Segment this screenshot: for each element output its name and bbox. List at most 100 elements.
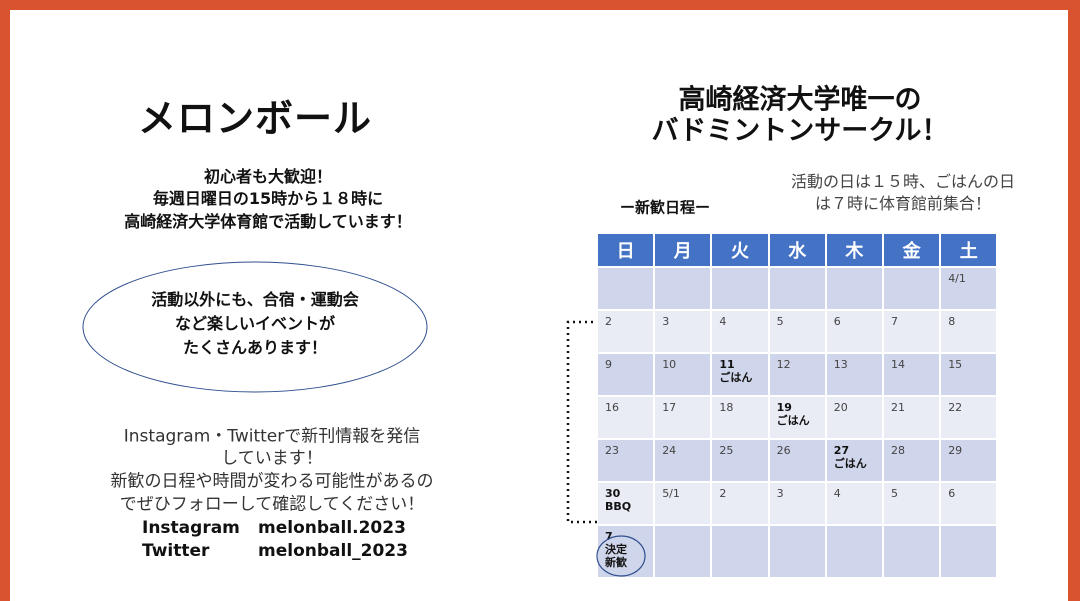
day-number: 22 — [948, 401, 963, 414]
day-number: 18 — [719, 401, 734, 414]
calendar-cell — [712, 526, 768, 577]
day-number: 2 — [605, 315, 612, 328]
calendar-cell: 5 — [884, 483, 940, 524]
calendar-cell: 13 — [826, 354, 882, 395]
calendar-cell: 14 — [884, 354, 940, 395]
day-number: 6 — [833, 315, 841, 328]
calendar-cell: 4 — [712, 311, 768, 352]
note-line: は７時に体育館前集合！ — [814, 194, 992, 213]
event-text: 30 — [605, 487, 621, 500]
calendar-cell: 18 — [712, 397, 768, 438]
calendar-cell: 19 ごはん — [769, 397, 825, 438]
day-number: 5 — [891, 487, 898, 500]
day-number: 24 — [662, 444, 677, 457]
calendar-cell: 2 — [598, 311, 654, 352]
calendar-cell: 10 — [655, 354, 711, 395]
calendar-cell — [712, 268, 768, 309]
calendar-cell: 29 — [941, 440, 997, 481]
day-number: 9 — [605, 358, 612, 371]
intro-line: 初心者も大歓迎！ — [203, 167, 333, 186]
weekday: 火 — [712, 234, 768, 266]
intro-line: 毎週日曜日の15時から１８時に — [152, 189, 384, 208]
calendar-cell: 9 — [598, 354, 654, 395]
calendar-cell — [884, 526, 940, 577]
calendar-cell: 30 BBQ — [598, 483, 654, 524]
calendar-cell: 25 — [712, 440, 768, 481]
calendar-cell: 3 — [655, 311, 711, 352]
weekday: 月 — [655, 234, 711, 266]
calendar-cell — [655, 526, 711, 577]
calendar-cell: 17 — [655, 397, 711, 438]
calendar-cell — [884, 268, 940, 309]
day-number: 3 — [662, 315, 670, 328]
info-line: 新歓の日程や時間が変わる可能性があるの — [110, 471, 434, 492]
day-number: 25 — [719, 444, 734, 457]
day-number: 29 — [948, 444, 963, 457]
calendar-cell: 11 ごはん — [712, 354, 768, 395]
calendar-cell: 15 — [941, 354, 997, 395]
calendar-cell: 5 — [769, 311, 825, 352]
title: メロンボール — [137, 96, 373, 141]
event-text: 11 — [719, 358, 735, 371]
day-number: 20 — [833, 401, 848, 414]
day-number: 26 — [776, 444, 791, 457]
account-service: Twitter — [142, 541, 210, 561]
day-number: 2 — [719, 487, 727, 500]
weekday: 木 — [826, 234, 882, 266]
calendar-cell: 22 — [941, 397, 997, 438]
info-line: Instagram・Twitterで新刊情報を発信 — [123, 426, 421, 447]
calendar-cell: 4 — [826, 483, 882, 524]
heading-line: 高崎経済大学唯一の — [678, 84, 922, 116]
calendar-cell: 27 ごはん — [826, 440, 882, 481]
event-text: ごはん — [719, 371, 753, 384]
bubble-ellipse — [82, 261, 428, 393]
day-number: 15 — [948, 358, 963, 371]
intro-line: 高崎経済大学体育館で活動しています！ — [124, 212, 412, 231]
calendar-cell: 23 — [598, 440, 654, 481]
calendar-cell: 3 — [769, 483, 825, 524]
event-text: 27 — [833, 444, 850, 457]
account-handle: melonball_2023 — [258, 541, 408, 561]
calendar-cell — [769, 268, 825, 309]
calendar-cell: 20 — [826, 397, 882, 438]
bubble-line: など楽しいイベントが — [174, 314, 336, 333]
weekday: 日 — [598, 234, 654, 266]
calendar-cell: 24 — [655, 440, 711, 481]
calendar-cell — [598, 268, 654, 309]
calendar-cell — [826, 268, 882, 309]
day-number: 6 — [948, 487, 956, 500]
day-number: 4/1 — [948, 272, 966, 285]
calendar-cell: 2 — [712, 483, 768, 524]
day-number: 5/1 — [662, 487, 680, 500]
day-number: 12 — [776, 358, 791, 371]
calendar-cell: 7 決定 新歓 — [598, 526, 654, 577]
day-number: 3 — [776, 487, 784, 500]
account-handle: melonball.2023 — [258, 518, 406, 538]
bubble-line: たくさんあります！ — [182, 338, 328, 357]
event-text: BBQ — [605, 500, 632, 513]
day-number: 4 — [719, 315, 727, 328]
day-number: 4 — [833, 487, 841, 500]
day-number: 7 — [891, 315, 898, 328]
event-text: ごはん — [776, 414, 810, 427]
day-number: 21 — [891, 401, 905, 414]
calendar-cell: 6 — [941, 483, 997, 524]
calendar-cell — [941, 526, 997, 577]
info-line: でぜひフォローして確認してください！ — [119, 494, 425, 515]
info-line: しています！ — [221, 448, 323, 469]
day-number: 23 — [605, 444, 619, 457]
day-number: 17 — [662, 401, 677, 414]
calendar-cell — [769, 526, 825, 577]
bracket — [566, 320, 597, 524]
schedule-title: ー新歓日程ー — [620, 198, 711, 217]
calendar-cell — [826, 526, 882, 577]
weekday: 土 — [941, 234, 997, 266]
calendar-cell: 6 — [826, 311, 882, 352]
heading-line: バドミントンサークル！ — [651, 115, 949, 147]
note-line: 活動の日は１５時、ごはんの日 — [790, 172, 1016, 191]
calendar-cell: 16 — [598, 397, 654, 438]
day-number: 14 — [891, 358, 905, 371]
calendar-cell: 4/1 — [941, 268, 997, 309]
bubble-line: 活動以外にも、合宿・運動会 — [151, 290, 359, 309]
